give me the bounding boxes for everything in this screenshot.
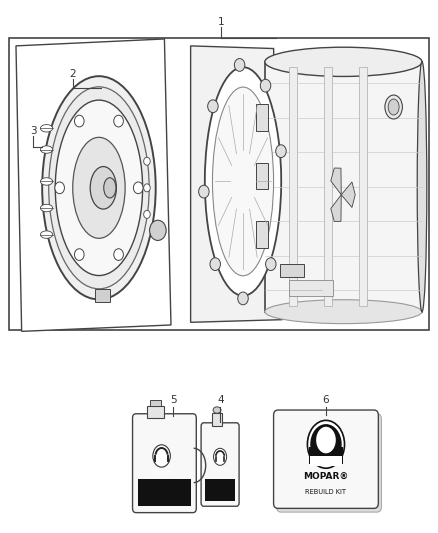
Polygon shape: [191, 46, 283, 322]
Ellipse shape: [388, 99, 399, 115]
Bar: [205, 479, 235, 501]
Bar: [265, 62, 422, 312]
FancyBboxPatch shape: [274, 410, 378, 508]
Ellipse shape: [40, 204, 53, 212]
Ellipse shape: [310, 424, 342, 464]
FancyBboxPatch shape: [201, 423, 239, 506]
Ellipse shape: [104, 177, 116, 198]
Ellipse shape: [213, 407, 221, 413]
Text: REBUILD KIT: REBUILD KIT: [305, 489, 346, 495]
Ellipse shape: [265, 47, 422, 76]
Circle shape: [238, 292, 248, 305]
Ellipse shape: [49, 87, 149, 289]
Text: MaxPro: MaxPro: [152, 470, 172, 475]
Polygon shape: [331, 195, 341, 221]
Bar: [10, 38, 428, 330]
Text: 4: 4: [217, 395, 224, 406]
Circle shape: [234, 59, 245, 71]
Ellipse shape: [42, 76, 155, 300]
Polygon shape: [341, 182, 355, 207]
Text: 1: 1: [218, 17, 225, 27]
Ellipse shape: [307, 421, 345, 468]
Bar: [138, 479, 191, 506]
Bar: [324, 67, 332, 306]
Ellipse shape: [114, 115, 124, 127]
Ellipse shape: [74, 115, 84, 127]
Ellipse shape: [144, 184, 150, 192]
Polygon shape: [331, 168, 341, 195]
Ellipse shape: [40, 177, 53, 185]
Ellipse shape: [55, 100, 143, 276]
Bar: [147, 406, 164, 418]
Bar: [150, 400, 161, 406]
Bar: [310, 456, 342, 465]
Text: 5: 5: [170, 395, 177, 406]
Text: MOPAR®: MOPAR®: [303, 472, 349, 481]
Text: 2: 2: [69, 69, 76, 79]
Ellipse shape: [144, 211, 150, 219]
Ellipse shape: [417, 62, 427, 312]
Ellipse shape: [316, 427, 336, 454]
Ellipse shape: [40, 146, 53, 154]
Ellipse shape: [74, 249, 84, 261]
Text: 6: 6: [323, 395, 329, 406]
Ellipse shape: [144, 157, 150, 165]
Bar: [256, 104, 268, 131]
Polygon shape: [16, 39, 171, 332]
Bar: [359, 67, 367, 306]
Circle shape: [208, 100, 218, 112]
Ellipse shape: [134, 182, 143, 193]
Circle shape: [210, 258, 220, 271]
Ellipse shape: [150, 220, 166, 240]
Ellipse shape: [114, 249, 124, 261]
Bar: [256, 163, 268, 189]
Ellipse shape: [40, 125, 53, 132]
Text: MaxPro: MaxPro: [212, 468, 228, 472]
Text: 3: 3: [30, 126, 37, 136]
Bar: [289, 280, 332, 296]
Ellipse shape: [90, 166, 117, 209]
Ellipse shape: [153, 445, 170, 467]
Circle shape: [265, 258, 276, 271]
Ellipse shape: [40, 231, 53, 238]
Bar: [335, 448, 343, 464]
Ellipse shape: [214, 448, 226, 465]
Bar: [280, 264, 304, 277]
Circle shape: [276, 145, 286, 158]
Ellipse shape: [212, 87, 274, 276]
Bar: [95, 289, 110, 302]
FancyBboxPatch shape: [133, 414, 196, 513]
Ellipse shape: [55, 182, 64, 193]
Ellipse shape: [265, 300, 422, 324]
Bar: [309, 448, 317, 464]
Ellipse shape: [205, 67, 281, 296]
Circle shape: [198, 185, 209, 198]
FancyBboxPatch shape: [277, 414, 381, 512]
Bar: [212, 413, 223, 426]
Circle shape: [260, 79, 271, 92]
Ellipse shape: [73, 138, 125, 238]
Ellipse shape: [385, 95, 403, 119]
Bar: [289, 67, 297, 306]
Bar: [256, 221, 268, 248]
